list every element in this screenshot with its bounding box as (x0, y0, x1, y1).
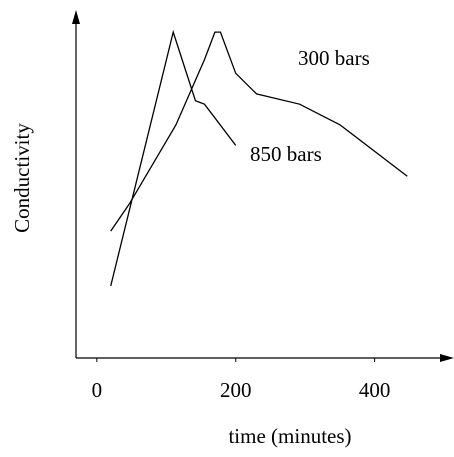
series-label: 300 bars (298, 46, 370, 70)
x-tick-label: 200 (220, 378, 252, 402)
x-tick-label: 0 (92, 378, 103, 402)
x-axis-arrow (440, 354, 454, 362)
x-tick-label: 400 (359, 378, 391, 402)
x-axis-label: time (minutes) (228, 424, 351, 448)
y-axis-arrow (72, 10, 80, 24)
series-line (110, 29, 237, 287)
y-axis-label: Conductivity (10, 123, 34, 233)
series-label: 850 bars (250, 142, 322, 166)
series-line (110, 31, 408, 232)
